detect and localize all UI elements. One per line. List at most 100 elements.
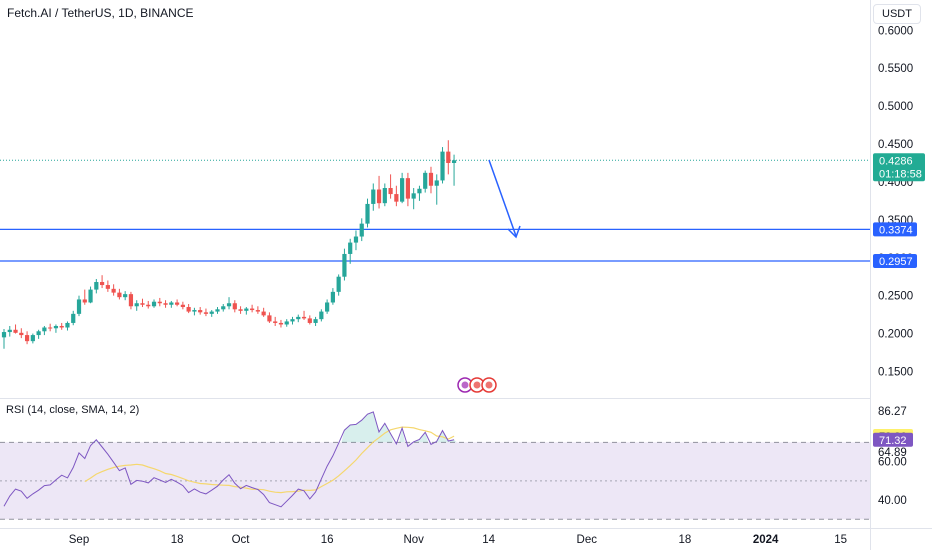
candle	[221, 303, 226, 312]
countdown-timer: 01:18:58	[879, 168, 922, 180]
candle-body	[163, 303, 168, 305]
candle	[36, 329, 41, 339]
time-axis-tick: 15	[834, 534, 847, 546]
time-axis-tick: 2024	[753, 534, 779, 546]
candle	[157, 297, 162, 307]
candle-body	[382, 188, 387, 204]
candle	[232, 300, 237, 313]
last-price-value: 0.4286	[879, 155, 913, 167]
rsi-ma-series	[84, 426, 455, 494]
candle-body	[105, 285, 110, 289]
price-axis-tick: 0.6000	[878, 25, 913, 37]
candle-body	[76, 299, 82, 314]
candle-body	[388, 188, 393, 195]
candle-body	[307, 318, 312, 323]
candle-body	[221, 306, 226, 310]
candle-body	[186, 307, 191, 312]
candle	[53, 324, 59, 333]
candle-body	[261, 311, 266, 316]
candle-body	[36, 331, 41, 336]
time-axis-tick: 14	[482, 534, 495, 546]
price-axis-tick: 0.2000	[878, 329, 913, 341]
candle	[348, 238, 353, 264]
candle	[117, 288, 122, 300]
candle	[371, 183, 376, 211]
level-tag-value: 0.2957	[879, 256, 913, 268]
event-badge-dot	[461, 381, 469, 389]
candle-body	[19, 332, 24, 336]
level-tag-bg	[873, 222, 917, 237]
economic-event-icon	[457, 377, 473, 393]
candle	[180, 301, 185, 310]
symbol-title: Fetch.AI / TetherUS, 1D, BINANCE	[7, 6, 194, 20]
candle	[163, 300, 168, 308]
price-axis-tick: 0.2500	[878, 291, 913, 303]
time-axis-tick: 18	[678, 534, 691, 546]
last-price-tag-bg	[873, 153, 925, 182]
candle	[151, 299, 157, 308]
candle	[342, 248, 347, 281]
candle	[175, 299, 180, 307]
rsi-tag-bg	[873, 432, 913, 447]
candle	[24, 331, 30, 345]
candle-body	[273, 321, 278, 323]
candle-body	[411, 193, 416, 199]
rsi-tag: 71.32	[873, 432, 913, 447]
candle-body	[59, 325, 64, 328]
candle-body	[117, 292, 122, 298]
down-arrow-head	[507, 225, 521, 239]
candle	[301, 310, 307, 320]
candle-body	[123, 294, 128, 298]
candle-body	[24, 335, 30, 342]
candle	[42, 325, 47, 336]
candle-body	[371, 189, 376, 204]
candle	[417, 185, 422, 201]
price-axis-tick: 0.1500	[878, 366, 913, 378]
candle	[273, 316, 278, 326]
candle-body	[313, 319, 318, 323]
candle	[353, 230, 359, 251]
candle	[48, 323, 53, 332]
candle-body	[111, 288, 116, 293]
candle-body	[30, 335, 35, 342]
candle	[319, 309, 324, 322]
currency-button[interactable]: USDT	[873, 4, 921, 24]
candle	[99, 275, 105, 289]
candle	[382, 183, 387, 207]
candle-body	[94, 282, 99, 290]
candle-body	[180, 304, 185, 308]
candle	[146, 300, 151, 309]
candle	[111, 284, 116, 296]
candle	[105, 280, 110, 292]
rsi-indicator-title[interactable]: RSI (14, close, SMA, 14, 2)	[6, 404, 140, 416]
candle-body	[175, 302, 180, 305]
candle-body	[128, 294, 134, 307]
rsi-axis-tick: 40.00	[878, 495, 907, 507]
candle-body	[7, 329, 12, 333]
candle	[296, 314, 301, 323]
candle-body	[405, 178, 410, 199]
candle-body	[278, 322, 284, 325]
candle-body	[296, 316, 301, 320]
candle	[278, 319, 284, 328]
candle-body	[1, 332, 7, 338]
candle-body	[434, 180, 439, 186]
candle-body	[244, 308, 249, 311]
candle-body	[365, 203, 370, 224]
candle	[19, 328, 24, 339]
candle-body	[417, 188, 422, 194]
candle-body	[146, 304, 151, 307]
candle	[261, 307, 266, 317]
candle	[134, 300, 139, 311]
candle-body	[88, 289, 93, 303]
event-badge-dot	[473, 381, 481, 389]
candle-body	[151, 301, 157, 307]
candle	[388, 174, 393, 199]
candle-body	[42, 327, 47, 332]
candle	[13, 324, 18, 334]
candle-body	[353, 236, 359, 243]
candle-body	[215, 309, 220, 312]
candle	[359, 218, 364, 242]
